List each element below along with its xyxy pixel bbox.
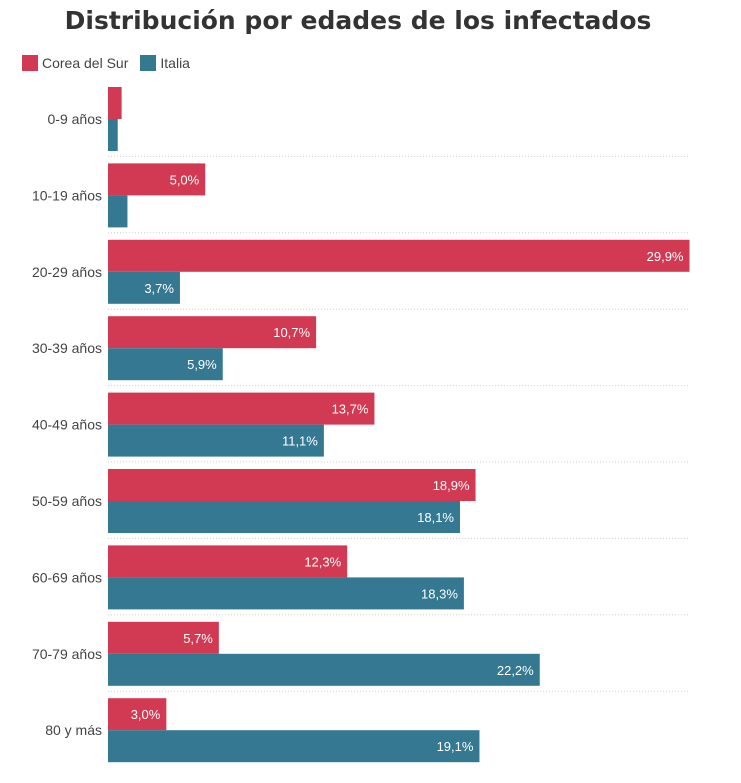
bar-italia [108,271,180,304]
category-label: 20-29 años [32,264,102,280]
data-label-italia: 18,1% [417,510,454,525]
category-label: 30-39 años [32,340,102,356]
data-label-italia: 5,9% [187,357,217,372]
legend-swatch-italia [140,55,157,71]
data-label-italia: 18,3% [421,586,458,601]
legend-item-italia[interactable]: Italia [140,55,190,71]
bar-corea [108,621,219,654]
category-label: 40-49 años [32,417,102,433]
bar-italia [108,653,540,686]
bar-corea [108,239,690,272]
chart-title: Distribución por edades de los infectado… [64,6,652,35]
bar-corea [108,87,122,119]
category-label: 60-69 años [32,569,102,585]
data-label-corea: 13,7% [332,402,369,417]
data-label-corea: 3,0% [131,707,161,722]
legend-item-corea[interactable]: Corea del Sur [22,55,128,71]
category-label: 50-59 años [32,493,102,509]
data-label-corea: 5,7% [183,631,213,646]
bar-italia [108,348,223,381]
bar-corea [108,392,375,425]
bar-corea [108,316,317,349]
legend-label-italia: Italia [160,55,190,71]
category-label: 0-9 años [48,111,102,127]
bar-italia [108,577,464,610]
category-label: 70-79 años [32,646,102,662]
bar-italia [108,501,461,533]
bar-italia [108,119,118,151]
category-label: 10-19 años [32,187,102,203]
bar-corea [108,163,206,196]
bar-corea [108,469,476,501]
data-label-italia: 11,1% [282,434,318,449]
data-label-corea: 29,9% [647,249,684,264]
data-label-italia: 3,7% [144,281,174,296]
bar-corea [108,545,348,578]
data-label-corea: 12,3% [304,554,341,569]
data-label-italia: 19,1% [437,739,474,754]
bar-italia [108,730,480,763]
data-label-corea: 5,0% [170,172,200,187]
data-label-corea: 10,7% [273,325,310,340]
legend-swatch-corea [22,55,38,71]
legend-label-corea: Corea del Sur [42,55,129,71]
bar-italia [108,424,324,457]
bar-italia [108,195,128,228]
category-label: 80 y más [45,722,102,738]
bar-corea [108,698,167,731]
data-label-corea: 18,9% [433,478,470,493]
data-label-italia: 22,2% [497,663,534,678]
legend: Corea del Sur Italia [22,54,202,72]
